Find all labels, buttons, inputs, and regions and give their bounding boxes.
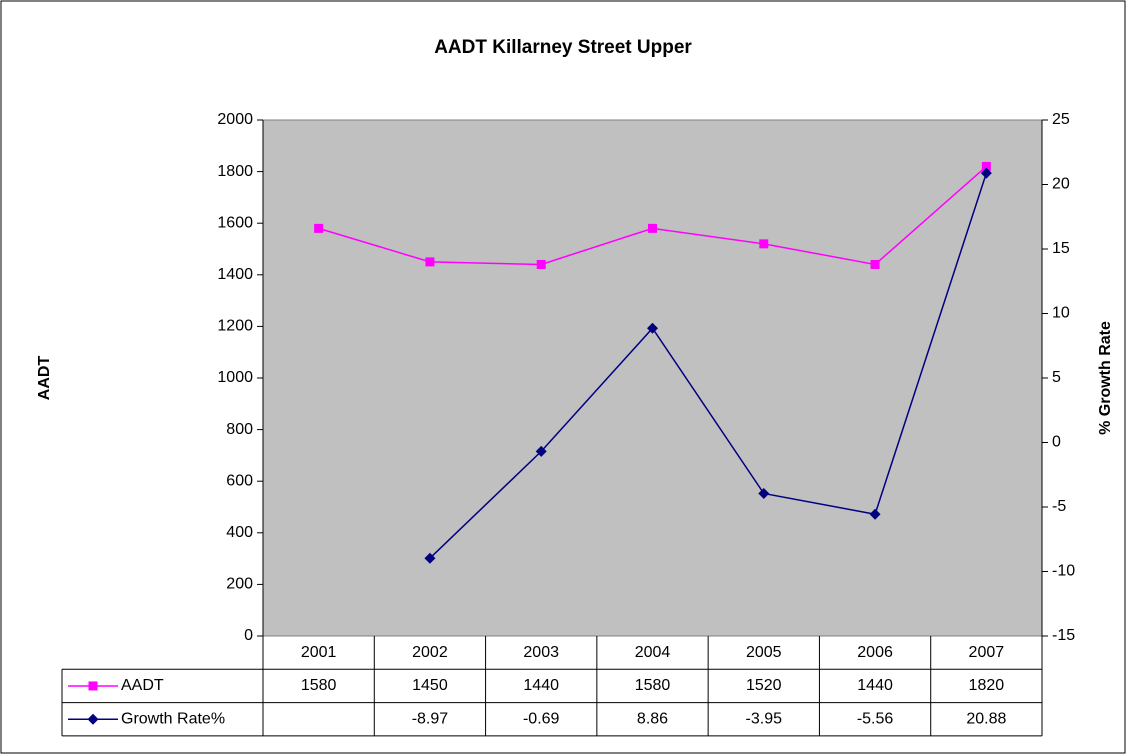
- y-tick-label: 200: [226, 576, 253, 593]
- table-value: 1440: [523, 677, 559, 694]
- data-point: [424, 552, 436, 564]
- y2-tick-label: 0: [1052, 434, 1061, 451]
- table-value: 1820: [969, 677, 1005, 694]
- legend-label: AADT: [121, 677, 164, 694]
- y2-tick-label: 20: [1052, 176, 1070, 193]
- y2-tick-label: 15: [1052, 240, 1070, 257]
- series-line: [429, 172, 988, 559]
- y2-tick-label: 10: [1052, 305, 1070, 322]
- table-value: 1520: [746, 677, 782, 694]
- data-point: [314, 223, 324, 233]
- data-point: [870, 259, 880, 269]
- table-value: 1580: [635, 677, 671, 694]
- table-value: -5.56: [857, 710, 894, 727]
- y-tick-label: 2000: [217, 111, 253, 128]
- x-tick-label: 2001: [301, 644, 337, 661]
- table-value: 20.88: [966, 710, 1006, 727]
- data-point: [869, 508, 881, 520]
- legend-marker: [88, 681, 98, 691]
- y2-tick-label: -15: [1052, 627, 1075, 644]
- y-tick-label: 400: [226, 524, 253, 541]
- table-value: -0.69: [523, 710, 560, 727]
- x-tick-label: 2003: [523, 644, 559, 661]
- y-tick-label: 1200: [217, 318, 253, 335]
- table-value: -3.95: [746, 710, 783, 727]
- data-point: [759, 239, 769, 249]
- chart-title: AADT Killarney Street Upper: [434, 37, 692, 58]
- y-tick-label: 600: [226, 472, 253, 489]
- data-point: [425, 257, 435, 267]
- table-value: 1450: [412, 677, 448, 694]
- y-tick-label: 1800: [217, 163, 253, 180]
- table-value: -8.97: [412, 710, 449, 727]
- table-value: 8.86: [637, 710, 668, 727]
- x-tick-label: 2002: [412, 644, 448, 661]
- y2-axis-label: % Growth Rate: [1097, 321, 1114, 435]
- data-point: [980, 167, 992, 179]
- y-tick-label: 800: [226, 421, 253, 438]
- table-value: 1580: [301, 677, 337, 694]
- y2-tick-label: 5: [1052, 369, 1061, 386]
- y2-tick-label: -5: [1052, 498, 1066, 515]
- data-point: [647, 322, 658, 334]
- y-tick-label: 1000: [217, 369, 253, 386]
- table-value: 1440: [857, 677, 893, 694]
- data-point: [981, 161, 991, 171]
- y-tick-label: 0: [244, 627, 253, 644]
- legend-label: Growth Rate%: [121, 710, 225, 727]
- legend-marker: [87, 713, 99, 725]
- data-point: [648, 223, 657, 233]
- y-axis-label: AADT: [36, 356, 53, 401]
- data-point: [758, 487, 770, 499]
- x-tick-label: 2004: [635, 644, 671, 661]
- x-tick-label: 2006: [857, 644, 893, 661]
- data-point: [536, 259, 546, 269]
- x-tick-label: 2005: [746, 644, 782, 661]
- x-tick-label: 2007: [969, 644, 1005, 661]
- y-tick-label: 1400: [217, 266, 253, 283]
- data-point: [535, 445, 547, 457]
- y2-tick-label: 25: [1052, 111, 1070, 128]
- y-tick-label: 1600: [217, 214, 253, 231]
- y2-tick-label: -10: [1052, 563, 1075, 580]
- plot-area: [262, 119, 1043, 637]
